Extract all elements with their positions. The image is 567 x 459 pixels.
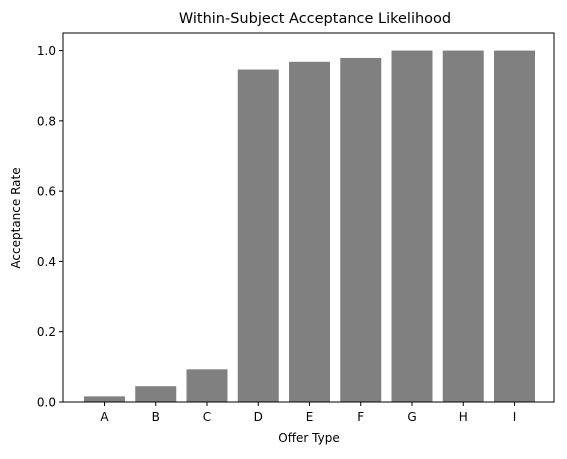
y-tick-label: 1.0 — [37, 44, 56, 58]
chart-title: Within-Subject Acceptance Likelihood — [179, 11, 451, 27]
y-tick-label: 0.2 — [37, 325, 56, 339]
bar-A — [84, 396, 125, 402]
y-tick-label: 0.0 — [37, 396, 56, 410]
x-axis-ticks: A B C D E F G H I — [100, 402, 516, 424]
bars-layer — [84, 50, 535, 403]
y-axis-ticks: 0.0 0.2 0.4 0.6 0.8 1.0 — [37, 44, 63, 410]
x-tick-label: H — [459, 410, 468, 424]
bar-H — [442, 50, 484, 402]
bar-E — [289, 61, 330, 402]
x-tick-label: A — [100, 410, 109, 424]
plot-frame — [62, 32, 555, 403]
x-axis-label: Offer Type — [278, 431, 339, 445]
y-tick-label: 0.6 — [37, 185, 56, 199]
y-tick-label: 0.4 — [37, 255, 56, 269]
bar-G — [391, 50, 433, 402]
x-tick-label: C — [203, 410, 211, 424]
bar-B — [135, 386, 177, 402]
x-tick-label: D — [254, 410, 263, 424]
y-tick-label: 0.8 — [37, 114, 56, 128]
bar-C — [186, 369, 228, 402]
x-tick-label: B — [152, 410, 160, 424]
y-axis-label: Acceptance Rate — [9, 167, 23, 268]
bar-F — [340, 57, 382, 402]
bar-D — [237, 69, 279, 403]
x-tick-label: G — [407, 410, 416, 424]
x-tick-label: I — [513, 410, 517, 424]
x-tick-label: F — [357, 410, 364, 424]
bar-I — [494, 50, 535, 402]
x-tick-label: E — [306, 410, 314, 424]
